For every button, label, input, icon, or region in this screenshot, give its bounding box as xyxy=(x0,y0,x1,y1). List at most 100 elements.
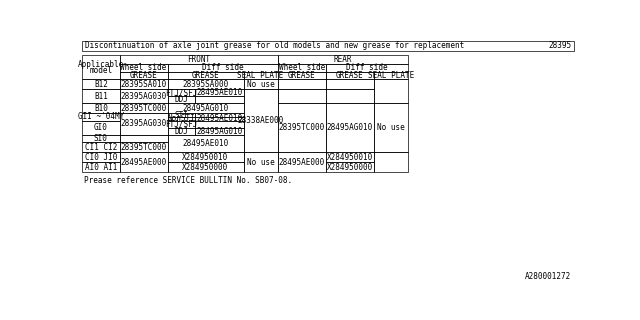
Bar xyxy=(83,103,120,113)
Bar xyxy=(168,117,195,121)
Text: 28395SA000: 28395SA000 xyxy=(182,80,228,89)
Text: 28495AG010: 28495AG010 xyxy=(196,127,243,136)
Text: SI0: SI0 xyxy=(94,134,108,143)
Text: GREASE: GREASE xyxy=(130,71,157,80)
Bar xyxy=(244,89,278,152)
Bar xyxy=(278,103,326,152)
Bar xyxy=(195,121,244,128)
Text: 28495AE010: 28495AE010 xyxy=(196,88,243,97)
Text: SEAL PLATE: SEAL PLATE xyxy=(367,71,414,80)
Bar xyxy=(244,152,278,172)
Text: GREASE: GREASE xyxy=(191,71,220,80)
Text: 28395TC000: 28395TC000 xyxy=(120,143,166,152)
Text: CI1 CI2: CI1 CI2 xyxy=(84,143,117,152)
Bar xyxy=(195,128,244,135)
Text: Wheel side: Wheel side xyxy=(278,63,324,72)
Text: 28395SA010: 28395SA010 xyxy=(120,80,166,89)
Bar xyxy=(195,96,244,103)
Bar xyxy=(326,89,374,103)
Bar xyxy=(278,152,326,172)
Text: 28495AE000: 28495AE000 xyxy=(278,158,324,167)
Bar xyxy=(168,128,195,135)
Bar xyxy=(195,113,244,117)
Bar xyxy=(168,152,244,162)
Text: 28395AG030: 28395AG030 xyxy=(120,92,166,101)
Bar xyxy=(168,113,195,117)
Bar xyxy=(168,96,195,103)
Bar xyxy=(326,162,374,172)
Text: X284950000: X284950000 xyxy=(182,163,228,172)
Bar xyxy=(168,121,195,128)
Bar xyxy=(326,79,374,89)
Text: 28495AG010: 28495AG010 xyxy=(326,123,373,132)
Bar xyxy=(83,135,120,142)
Bar xyxy=(326,152,374,162)
Text: NonSTI: NonSTI xyxy=(168,114,195,124)
Bar xyxy=(244,79,278,89)
Text: X284950010: X284950010 xyxy=(326,153,373,162)
Text: No use: No use xyxy=(246,158,275,167)
Text: B11: B11 xyxy=(94,92,108,101)
Text: SEAL PLATE: SEAL PLATE xyxy=(237,71,284,80)
Bar xyxy=(120,103,168,113)
Bar xyxy=(120,55,278,64)
Text: 28395AG030: 28395AG030 xyxy=(120,119,166,128)
Text: 28395: 28395 xyxy=(548,41,572,50)
Bar xyxy=(120,64,168,71)
Bar xyxy=(168,103,244,113)
Bar xyxy=(168,79,244,89)
Text: FRONT: FRONT xyxy=(187,55,210,64)
Bar xyxy=(120,113,168,135)
Text: STI: STI xyxy=(175,110,188,119)
Text: 28495AG010: 28495AG010 xyxy=(182,104,228,113)
Bar xyxy=(374,103,408,152)
Text: B10: B10 xyxy=(94,104,108,113)
Text: No use: No use xyxy=(377,123,404,132)
Text: AI0 AI1: AI0 AI1 xyxy=(84,163,117,172)
Bar xyxy=(168,135,244,152)
Text: GI0: GI0 xyxy=(94,123,108,132)
Bar xyxy=(278,71,326,79)
Bar xyxy=(195,89,244,96)
Text: X284950000: X284950000 xyxy=(326,163,373,172)
Bar xyxy=(326,71,374,79)
Text: B12: B12 xyxy=(94,80,108,89)
Bar xyxy=(120,152,168,172)
Text: REAR: REAR xyxy=(333,55,352,64)
Bar xyxy=(83,55,120,79)
Text: FTJ/SFJ: FTJ/SFJ xyxy=(165,120,198,129)
Bar xyxy=(83,79,120,89)
Bar xyxy=(83,121,120,135)
Bar xyxy=(83,162,120,172)
Bar xyxy=(278,89,326,103)
Text: No use: No use xyxy=(246,80,275,89)
Bar xyxy=(374,79,408,103)
Bar xyxy=(83,113,120,121)
Text: Diff side: Diff side xyxy=(202,63,243,72)
Text: 28338AE000: 28338AE000 xyxy=(237,116,284,125)
Bar xyxy=(326,103,374,152)
Bar xyxy=(83,89,120,103)
Text: 28495AE000: 28495AE000 xyxy=(120,158,166,167)
Text: 28395TC000: 28395TC000 xyxy=(278,123,324,132)
Bar xyxy=(120,89,168,103)
Text: DDJ: DDJ xyxy=(175,95,188,104)
Text: FTJ/SFJ: FTJ/SFJ xyxy=(165,88,198,97)
Bar xyxy=(374,71,408,79)
Bar xyxy=(244,71,278,79)
Bar xyxy=(374,152,408,172)
Text: A280001272: A280001272 xyxy=(525,272,572,281)
Text: GREASE: GREASE xyxy=(288,71,316,80)
Text: GII ~'04MY: GII ~'04MY xyxy=(78,112,124,121)
Text: CI0 JI0: CI0 JI0 xyxy=(84,153,117,162)
Text: Applicable: Applicable xyxy=(78,60,124,69)
Text: model: model xyxy=(90,66,113,75)
Bar xyxy=(168,64,278,71)
Text: X284950010: X284950010 xyxy=(182,153,228,162)
Text: Wheel side: Wheel side xyxy=(120,63,166,72)
Bar xyxy=(326,64,408,71)
Text: Diff side: Diff side xyxy=(346,63,388,72)
Text: DDJ: DDJ xyxy=(175,127,188,136)
Text: Discontinuation of axle joint grease for old models and new grease for replaceme: Discontinuation of axle joint grease for… xyxy=(85,41,465,50)
Bar xyxy=(120,79,168,89)
